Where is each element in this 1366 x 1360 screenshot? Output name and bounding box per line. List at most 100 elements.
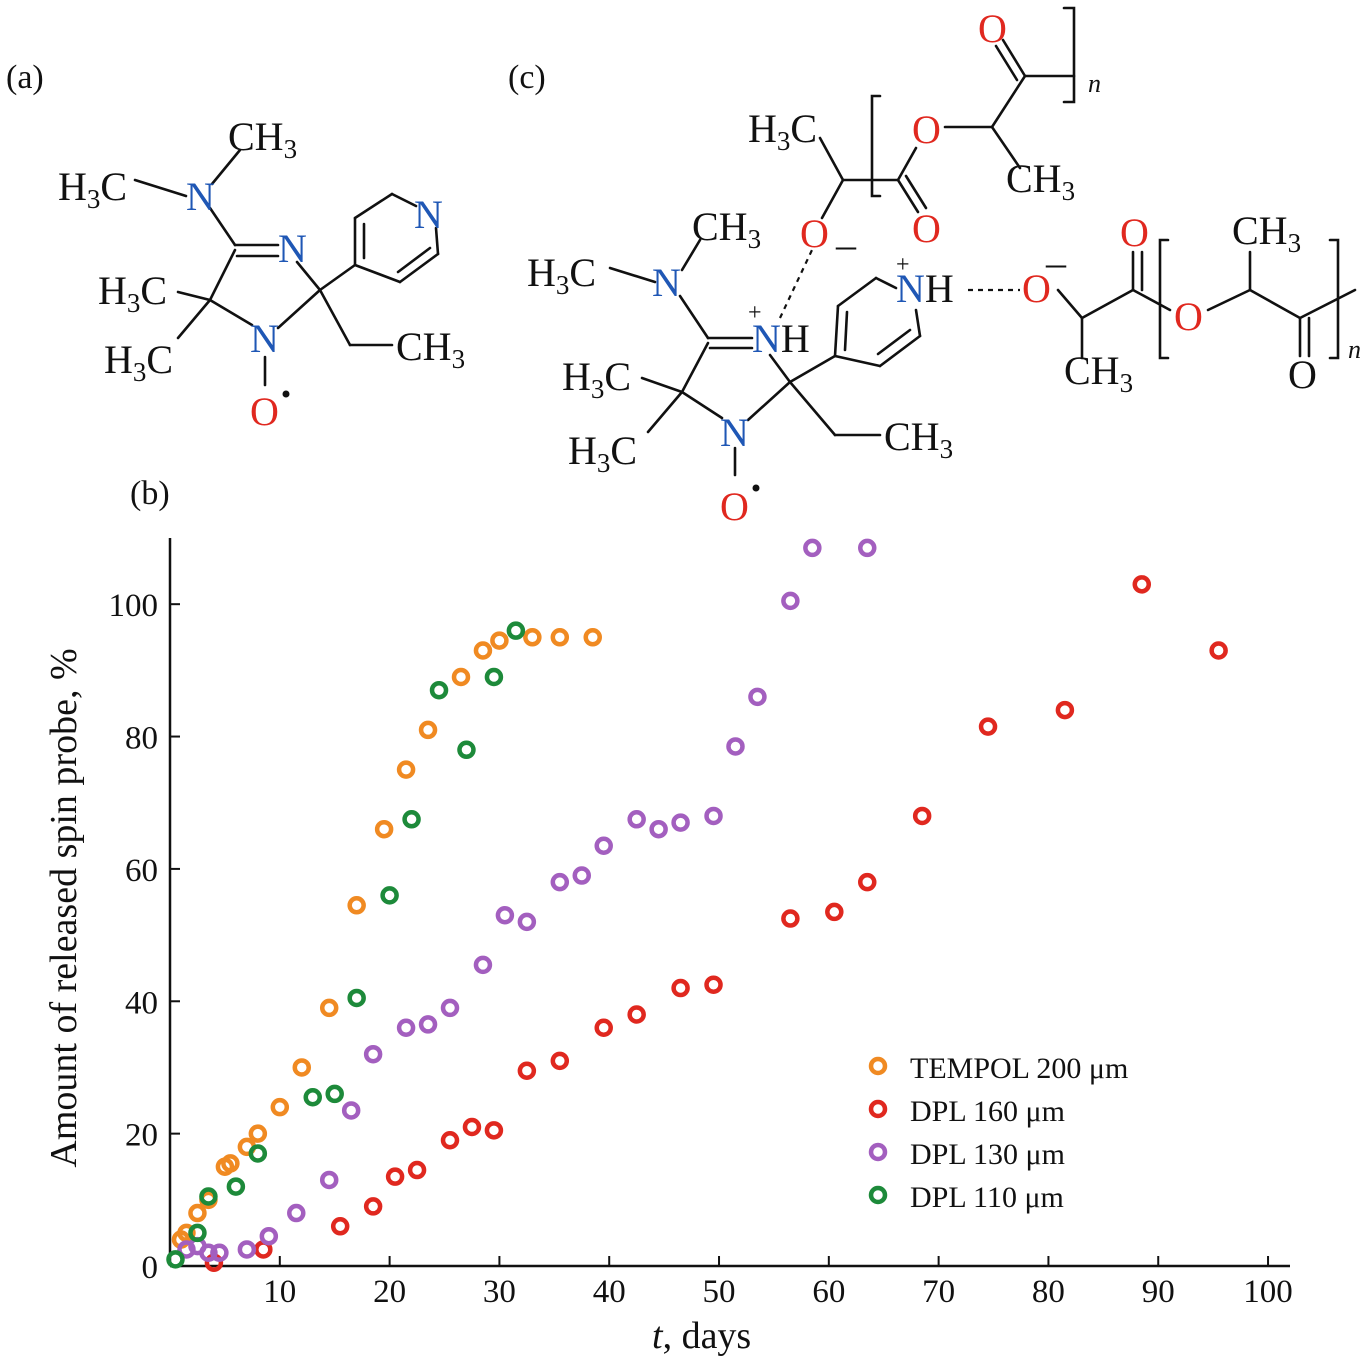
data-point-series-4 bbox=[402, 810, 421, 829]
x-ticks: 10 20 30 40 50 60 70 80 90 100 bbox=[263, 1256, 1293, 1310]
data-point-series-4 bbox=[303, 1087, 322, 1107]
svg-text:O: O bbox=[1022, 266, 1051, 311]
svg-text:+: + bbox=[896, 252, 910, 278]
svg-text:O: O bbox=[912, 206, 941, 251]
legend-marker bbox=[868, 1056, 888, 1076]
h3c-low: H bbox=[104, 337, 133, 382]
x-axis-title: t, days bbox=[652, 1315, 751, 1357]
data-point-series-2 bbox=[781, 909, 800, 928]
data-point-series-3 bbox=[287, 1203, 306, 1223]
y-axis-title: Amount of released spin probe, % bbox=[43, 648, 85, 1167]
svg-text:O: O bbox=[250, 389, 279, 434]
svg-text:O: O bbox=[800, 211, 829, 256]
x-tick-label: 70 bbox=[922, 1274, 955, 1310]
data-point-series-2 bbox=[858, 872, 877, 892]
svg-text:O: O bbox=[1288, 352, 1317, 397]
data-point-series-2 bbox=[484, 1121, 504, 1140]
y-tick-label: 40 bbox=[125, 985, 158, 1021]
data-point-series-4 bbox=[325, 1084, 344, 1104]
svg-text:+: + bbox=[748, 300, 762, 326]
data-point-series-1 bbox=[523, 628, 542, 647]
legend-label: TEMPOL 200 μm bbox=[910, 1052, 1128, 1085]
svg-text:N: N bbox=[250, 316, 279, 361]
x-tick-label: 90 bbox=[1142, 1274, 1175, 1310]
x-tick-label: 50 bbox=[703, 1274, 736, 1310]
data-point-series-4 bbox=[429, 680, 449, 700]
data-point-series-1 bbox=[396, 760, 416, 779]
data-point-series-1 bbox=[490, 631, 509, 650]
svg-text:CH3: CH3 bbox=[692, 204, 761, 254]
data-point-series-3 bbox=[440, 998, 460, 1018]
svg-text:N: N bbox=[414, 192, 443, 237]
legend-marker bbox=[868, 1142, 888, 1162]
svg-text:O: O bbox=[1174, 294, 1203, 339]
n-oxide-label: N bbox=[250, 316, 279, 361]
data-point-series-3 bbox=[550, 872, 570, 892]
data-point-series-1 bbox=[374, 819, 394, 839]
h3c-left: H bbox=[58, 164, 87, 209]
svg-text:H3C: H3C bbox=[58, 164, 127, 214]
structure-c: O O O O – n H3C CH3 N CH3 H3C + NH H3C H… bbox=[527, 6, 1361, 529]
x-tick-label: 20 bbox=[373, 1274, 406, 1310]
ch3-ethyl: CH bbox=[396, 324, 452, 369]
svg-text:N: N bbox=[186, 174, 215, 219]
x-tick-label: 80 bbox=[1032, 1274, 1065, 1310]
data-point-series-2 bbox=[1132, 575, 1152, 594]
data-point-series-2 bbox=[1209, 641, 1228, 660]
data-points bbox=[166, 538, 1228, 1272]
data-point-series-3 bbox=[199, 1243, 218, 1263]
data-point-series-3 bbox=[363, 1044, 383, 1064]
data-point-series-3 bbox=[594, 836, 613, 855]
y-tick-label: 0 bbox=[142, 1250, 159, 1286]
data-point-series-3 bbox=[572, 866, 592, 885]
ch3-top: CH bbox=[228, 114, 284, 159]
y-tick-label: 80 bbox=[125, 721, 158, 757]
y-tick-label: 60 bbox=[125, 853, 158, 889]
release-chart: 0 20 40 60 80 100 10 20 30 40 50 60 70 80 90 100 t, da… bbox=[43, 538, 1293, 1357]
data-point-series-4 bbox=[248, 1144, 268, 1163]
data-point-series-4 bbox=[506, 621, 526, 640]
x-tick-label: 100 bbox=[1243, 1274, 1293, 1310]
svg-text:H3C: H3C bbox=[568, 428, 637, 478]
svg-text:N: N bbox=[720, 410, 749, 455]
data-point-series-3 bbox=[517, 912, 537, 932]
svg-text:n: n bbox=[1348, 335, 1361, 364]
data-point-series-3 bbox=[341, 1101, 361, 1120]
svg-text:n: n bbox=[1088, 69, 1101, 98]
x-tick-label: 60 bbox=[812, 1274, 845, 1310]
data-point-series-2 bbox=[550, 1051, 570, 1071]
svg-text:N: N bbox=[278, 226, 307, 271]
data-point-series-4 bbox=[188, 1223, 207, 1243]
data-point-series-3 bbox=[748, 687, 767, 707]
data-point-series-3 bbox=[237, 1240, 257, 1259]
data-point-series-3 bbox=[781, 591, 800, 611]
data-point-series-3 bbox=[649, 819, 668, 839]
data-point-series-2 bbox=[825, 902, 844, 922]
data-point-series-3 bbox=[627, 810, 646, 829]
data-point-series-1 bbox=[188, 1203, 207, 1223]
data-point-series-1 bbox=[451, 667, 471, 687]
panel-label-a: (a) bbox=[6, 59, 44, 96]
data-point-series-2 bbox=[627, 1005, 646, 1024]
data-point-series-3 bbox=[473, 955, 493, 975]
data-point-series-4 bbox=[347, 988, 366, 1008]
data-point-series-4 bbox=[484, 667, 504, 687]
data-point-series-1 bbox=[319, 998, 339, 1018]
svg-text:O: O bbox=[978, 6, 1007, 51]
legend-marker bbox=[868, 1099, 888, 1119]
svg-text:NH: NH bbox=[752, 316, 810, 361]
data-point-series-3 bbox=[319, 1170, 339, 1190]
data-point-series-2 bbox=[330, 1217, 350, 1236]
data-point-series-2 bbox=[385, 1167, 405, 1186]
radical-dot bbox=[282, 390, 290, 398]
data-point-series-2 bbox=[407, 1160, 427, 1180]
data-point-series-2 bbox=[704, 975, 723, 994]
data-point-series-1 bbox=[177, 1223, 196, 1243]
data-point-series-4 bbox=[380, 886, 399, 905]
data-point-series-4 bbox=[199, 1187, 218, 1206]
svg-text:O: O bbox=[1120, 210, 1149, 255]
data-point-series-3 bbox=[671, 813, 690, 832]
radical-dot-c bbox=[752, 484, 760, 492]
svg-text:NH: NH bbox=[896, 266, 954, 311]
data-point-series-1 bbox=[418, 720, 438, 740]
